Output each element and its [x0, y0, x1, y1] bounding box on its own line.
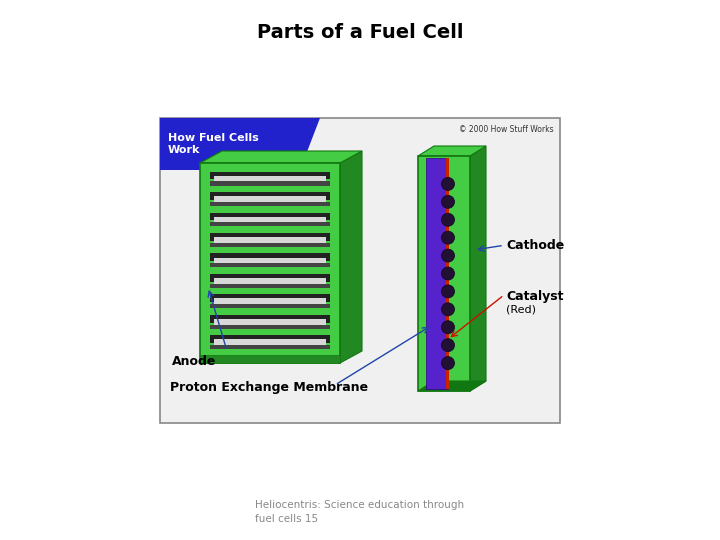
Bar [446, 158, 449, 389]
Circle shape [441, 356, 454, 369]
Bar [210, 222, 330, 226]
Bar [210, 274, 330, 282]
Bar [210, 192, 330, 200]
Text: Catalyst: Catalyst [506, 290, 564, 303]
Polygon shape [418, 381, 486, 391]
Bar [210, 329, 330, 332]
Circle shape [441, 321, 454, 334]
Bar [210, 253, 330, 261]
Bar [214, 278, 326, 284]
Polygon shape [160, 118, 320, 170]
Bar [210, 213, 330, 220]
Bar [214, 258, 326, 264]
Bar [210, 188, 330, 192]
Bar [214, 299, 326, 304]
Text: Parts of a Fuel Cell: Parts of a Fuel Cell [257, 23, 463, 42]
Bar [210, 315, 330, 322]
Circle shape [441, 213, 454, 226]
Bar [210, 181, 330, 186]
Bar [210, 172, 330, 179]
Bar [210, 186, 330, 188]
Bar [210, 202, 330, 206]
Polygon shape [200, 151, 362, 163]
Bar [160, 118, 560, 423]
Polygon shape [418, 146, 486, 156]
Bar [210, 247, 330, 250]
Circle shape [441, 195, 454, 208]
Bar [210, 284, 330, 288]
Bar [210, 230, 330, 233]
Bar [210, 311, 330, 315]
Bar [210, 264, 330, 267]
Bar [200, 163, 340, 363]
Text: Cathode: Cathode [506, 239, 564, 252]
Circle shape [441, 231, 454, 244]
Bar [210, 270, 330, 274]
Bar [210, 206, 330, 209]
Bar [214, 176, 326, 181]
Bar [210, 226, 330, 230]
Circle shape [441, 285, 454, 298]
Bar [210, 332, 330, 335]
Text: (Red): (Red) [506, 304, 536, 314]
Bar [210, 349, 330, 352]
Bar [426, 158, 448, 389]
Bar [210, 308, 330, 311]
Bar [210, 168, 330, 172]
Text: Anode: Anode [172, 355, 217, 368]
Circle shape [441, 339, 454, 352]
Bar [210, 209, 330, 213]
Circle shape [441, 249, 454, 262]
Bar [418, 156, 470, 391]
Bar [214, 339, 326, 345]
Bar [210, 335, 330, 343]
Bar [210, 267, 330, 270]
Bar [210, 345, 330, 349]
Bar [210, 288, 330, 291]
Circle shape [441, 178, 454, 191]
Bar [214, 237, 326, 243]
Text: How Fuel Cells
Work: How Fuel Cells Work [168, 133, 258, 155]
Bar [210, 243, 330, 247]
Bar [210, 233, 330, 241]
Bar [210, 250, 330, 253]
Bar [210, 325, 330, 329]
Bar [200, 355, 340, 363]
Bar [214, 319, 326, 325]
Circle shape [441, 267, 454, 280]
Polygon shape [470, 146, 486, 391]
Bar [210, 291, 330, 294]
Bar [214, 196, 326, 202]
Polygon shape [340, 151, 362, 363]
Bar [210, 304, 330, 308]
Text: © 2000 How Stuff Works: © 2000 How Stuff Works [459, 125, 554, 134]
Bar [214, 217, 326, 222]
Bar [210, 294, 330, 302]
Text: Heliocentris: Science education through
fuel cells 15: Heliocentris: Science education through … [255, 500, 464, 524]
Circle shape [441, 303, 454, 316]
Text: Proton Exchange Membrane: Proton Exchange Membrane [170, 381, 368, 394]
